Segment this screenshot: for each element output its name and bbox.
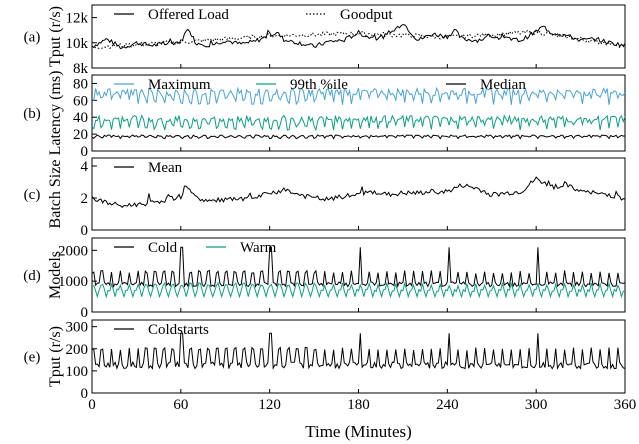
y-tick-label: 0 bbox=[81, 144, 89, 160]
series-line bbox=[91, 134, 626, 140]
panel-label: (e) bbox=[24, 350, 41, 366]
y-tick-label: 20 bbox=[73, 127, 88, 143]
series-line bbox=[91, 281, 626, 299]
legend-label: Offered Load bbox=[148, 7, 229, 23]
legend-label: Warm bbox=[240, 240, 277, 256]
y-axis-label: Tput (r/s) bbox=[47, 6, 64, 67]
x-axis-label: Time (Minutes) bbox=[305, 422, 412, 441]
y-tick-label: 0 bbox=[81, 223, 89, 239]
y-tick-label: 4 bbox=[81, 159, 89, 175]
y-tick-label: 8k bbox=[73, 61, 89, 77]
legend-label: Median bbox=[480, 77, 526, 93]
y-axis-label: Tput (r/s) bbox=[47, 326, 64, 387]
x-tick-label: 180 bbox=[347, 397, 370, 413]
series-line bbox=[91, 114, 626, 132]
y-axis-label: Latency (ms) bbox=[47, 71, 64, 156]
y-tick-label: 300 bbox=[66, 320, 89, 336]
y-tick-label: 80 bbox=[73, 76, 88, 92]
x-tick-label: 120 bbox=[258, 397, 281, 413]
panel-label: (a) bbox=[24, 30, 41, 46]
y-axis-label: Models bbox=[47, 251, 64, 299]
legend-label: Coldstarts bbox=[148, 322, 209, 338]
y-tick-label: 1000 bbox=[58, 274, 88, 290]
x-tick-label: 360 bbox=[614, 397, 637, 413]
series-line bbox=[91, 24, 626, 50]
panel-label: (c) bbox=[24, 187, 41, 203]
x-tick-label: 60 bbox=[173, 397, 188, 413]
x-tick-label: 0 bbox=[88, 397, 96, 413]
series-line bbox=[91, 86, 626, 106]
y-tick-label: 60 bbox=[73, 93, 88, 109]
y-tick-label: 40 bbox=[73, 110, 88, 126]
y-tick-label: 100 bbox=[66, 364, 89, 380]
x-tick-label: 240 bbox=[436, 397, 459, 413]
y-tick-label: 2 bbox=[81, 191, 89, 207]
y-tick-label: 0 bbox=[81, 305, 89, 321]
panel-label: (d) bbox=[23, 268, 41, 284]
y-tick-label: 2000 bbox=[58, 243, 88, 259]
legend-label: Goodput bbox=[340, 7, 393, 23]
series-line bbox=[91, 176, 626, 208]
series-line bbox=[91, 246, 626, 289]
legend-label: 99th %ile bbox=[290, 77, 348, 93]
legend-label: Mean bbox=[148, 160, 183, 176]
series-line bbox=[91, 332, 626, 371]
panel-label: (b) bbox=[23, 106, 41, 122]
y-tick-label: 200 bbox=[66, 342, 89, 358]
x-tick-label: 300 bbox=[525, 397, 548, 413]
y-tick-label: 10k bbox=[66, 36, 89, 52]
y-axis-label: Batch Size bbox=[47, 160, 64, 229]
legend-label: Maximum bbox=[148, 77, 211, 93]
legend-label: Cold bbox=[148, 240, 178, 256]
series-line bbox=[91, 29, 626, 50]
y-tick-label: 0 bbox=[81, 386, 89, 402]
y-tick-label: 12k bbox=[66, 11, 89, 27]
